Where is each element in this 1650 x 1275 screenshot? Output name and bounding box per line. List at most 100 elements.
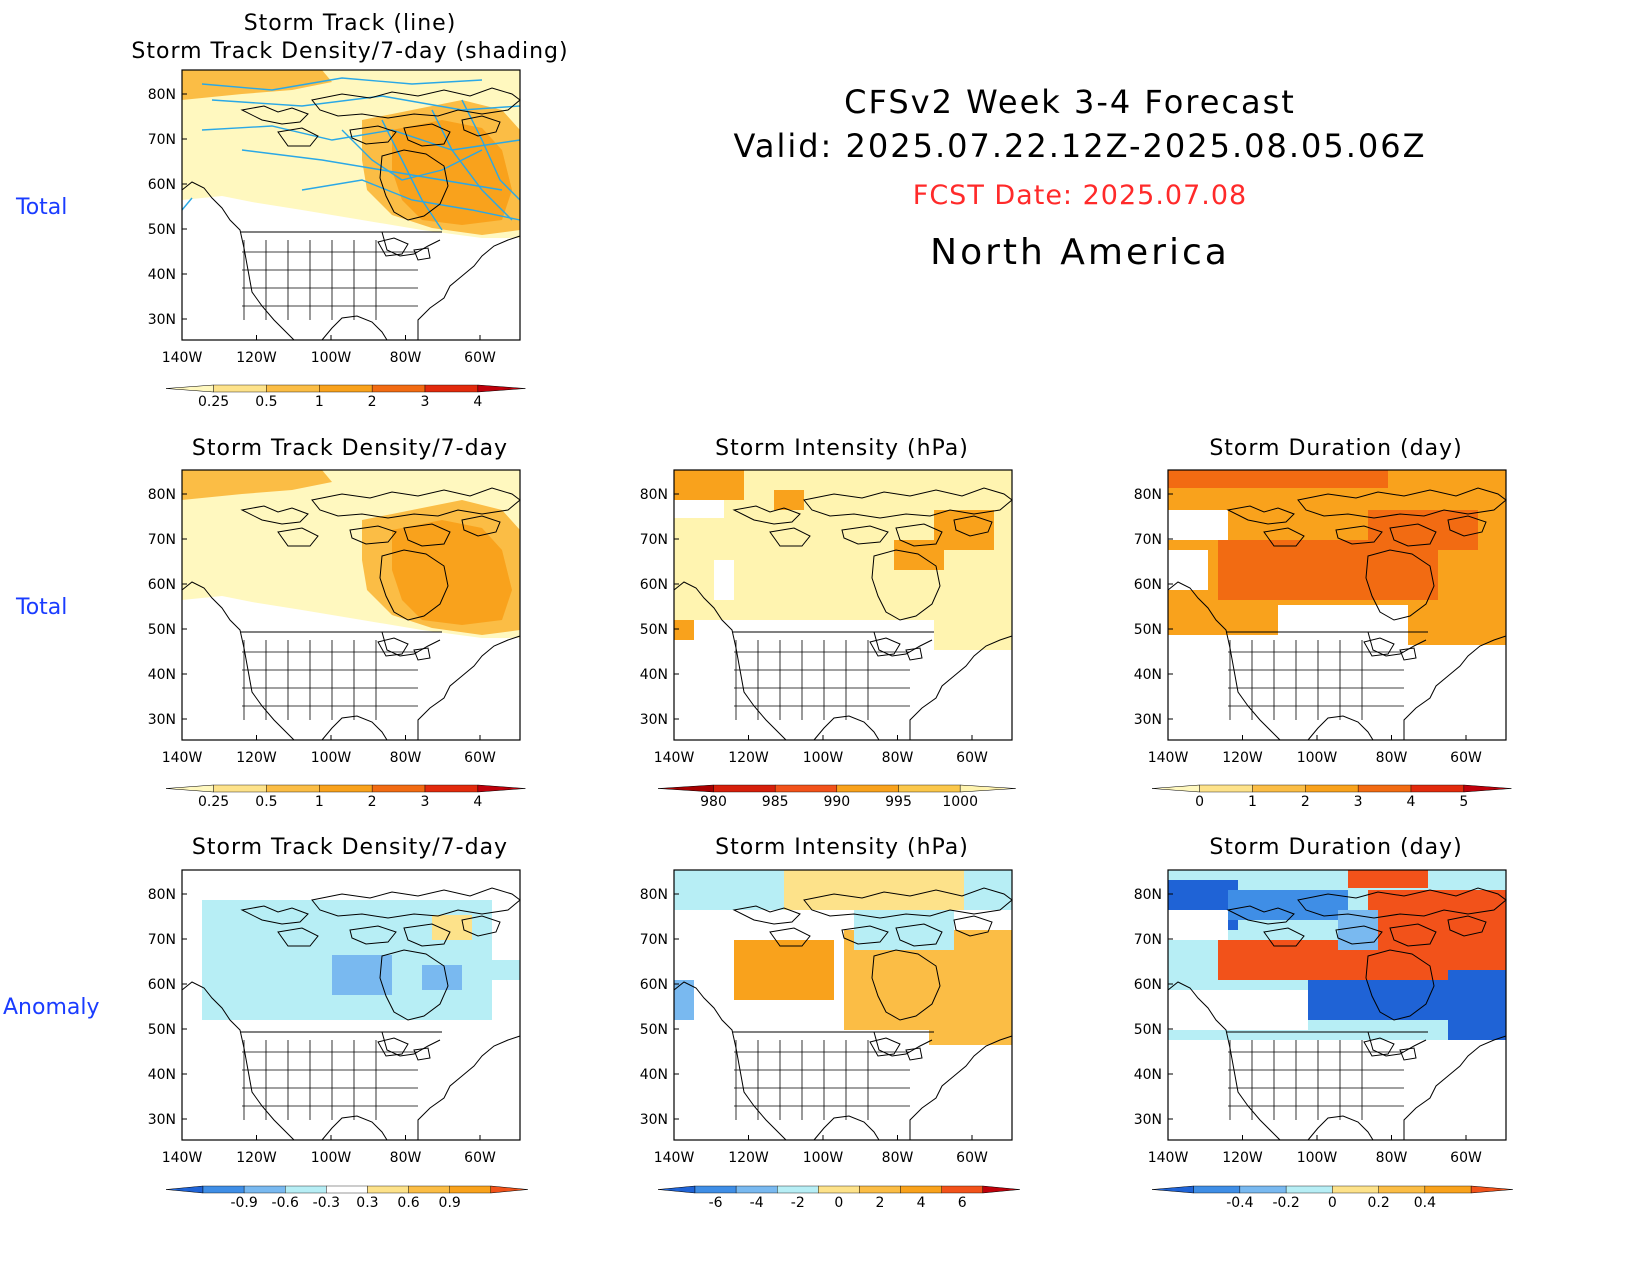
colorbar-label: 1 — [315, 394, 324, 410]
arctic-island — [277, 127, 319, 147]
hudson-bay — [871, 949, 941, 1021]
colorbar-label: 2 — [1301, 794, 1310, 810]
shade-region — [182, 470, 332, 500]
colorbar-label: -0.4 — [1226, 1195, 1253, 1211]
lat-tick-label: 40N — [1134, 1067, 1162, 1083]
arctic-island — [841, 525, 889, 545]
map-panel-density_anom: 140W 120W 100W 80W 60W 80N 70N 60N 50N 40N 30N — [148, 869, 521, 1166]
shade-cell — [332, 955, 392, 995]
lon-tick-label: 120W — [728, 1150, 769, 1166]
colorbar-label: 4 — [473, 794, 482, 810]
arctic-island — [1297, 487, 1507, 519]
colorbar-swatch — [266, 384, 320, 393]
colorbar-intensity_total: 980 985 990 995 1000 — [657, 784, 1016, 810]
colorbar-swatch — [900, 1185, 942, 1194]
shade-cell — [674, 470, 744, 500]
colorbar-swatch — [1378, 1185, 1426, 1194]
lat-tick-label: 40N — [1134, 667, 1162, 683]
colorbar-label: -0.6 — [272, 1195, 299, 1211]
colorbar-label: 6 — [958, 1195, 967, 1211]
great-lakes — [377, 237, 431, 261]
arctic-island — [311, 487, 521, 519]
hudson-bay — [871, 549, 941, 621]
colorbar-swatch — [243, 1185, 286, 1194]
storm-track-line — [201, 125, 521, 151]
colorbar-swatch — [424, 784, 479, 793]
border — [732, 1031, 934, 1057]
colorbar-label: 1 — [1248, 794, 1257, 810]
lat-tick-label: 30N — [1134, 712, 1162, 728]
lon-tick-label: 80W — [390, 350, 422, 366]
panel-title-duration-total: Storm Duration (day) — [1209, 436, 1463, 461]
lat-tick-label: 30N — [148, 712, 176, 728]
arctic-island — [461, 515, 501, 537]
lat-tick-label: 70N — [1134, 932, 1162, 948]
map-panel-duration_anom: 140W 120W 100W 80W 60W 80N 70N 60N 50N 40N 30N — [1134, 869, 1507, 1166]
region-title: North America — [930, 232, 1230, 273]
colorbar-label: 0.6 — [397, 1195, 419, 1211]
shade-cell — [1218, 940, 1408, 980]
arctic-island — [403, 523, 451, 547]
colorbar-swatch — [371, 384, 426, 393]
lat-tick-label: 70N — [148, 932, 176, 948]
colorbar-swatch — [367, 1185, 409, 1194]
border — [240, 631, 442, 657]
colorbar-label: 2 — [368, 794, 377, 810]
colorbar-label: 0 — [1195, 794, 1204, 810]
map-frame — [673, 869, 1013, 1141]
colorbar-swatch — [1410, 784, 1465, 793]
shade-cell — [1168, 910, 1228, 940]
lon-tick-label: 100W — [311, 1150, 352, 1166]
forecast-date: FCST Date: 2025.07.08 — [912, 180, 1248, 211]
lat-tick-label: 40N — [148, 1067, 176, 1083]
lon-tick-label: 100W — [311, 350, 352, 366]
map-frame — [1167, 469, 1507, 741]
storm-track-line — [201, 77, 483, 91]
colorbar-label: 4 — [1407, 794, 1416, 810]
great-lakes — [1363, 1037, 1417, 1061]
shade-cell — [1408, 635, 1506, 645]
lat-tick-label: 80N — [148, 887, 176, 903]
storm-track-line — [381, 119, 443, 231]
lat-tick-label: 30N — [148, 312, 176, 328]
lat-tick-label: 70N — [1134, 532, 1162, 548]
arctic-island — [953, 515, 993, 537]
panel-title-density-anom: Storm Track Density/7-day — [191, 835, 509, 860]
lon-tick-label: 140W — [162, 750, 203, 766]
lon-tick-label: 120W — [236, 1150, 277, 1166]
map-panel-intensity_total: 140W 120W 100W 80W 60W 80N 70N 60N 50N 40N 30N — [640, 469, 1013, 766]
arctic-island — [732, 505, 801, 525]
colorbar-density_anom: -0.9 -0.6 -0.3 0.3 0.6 0.9 — [165, 1185, 528, 1211]
arctic-island — [769, 927, 811, 947]
lat-tick-label: 40N — [148, 267, 176, 283]
colorbar-duration_anom: -0.4 -0.2 0 0.2 0.4 — [1151, 1185, 1513, 1211]
colorbar-label: 2 — [368, 394, 377, 410]
lat-tick-label: 80N — [640, 887, 668, 903]
lon-tick-label: 140W — [654, 750, 695, 766]
map-panel-intensity_anom: 140W 120W 100W 80W 60W 80N 70N 60N 50N 40N 30N — [640, 869, 1013, 1166]
lat-tick-label: 60N — [148, 577, 176, 593]
lat-tick-label: 60N — [1134, 977, 1162, 993]
lat-tick-label: 50N — [148, 1022, 176, 1038]
border — [732, 631, 934, 657]
great-lakes — [869, 1037, 923, 1061]
colorbar-swatch — [319, 784, 373, 793]
lon-tick-label: 60W — [1450, 1150, 1482, 1166]
arctic-island — [1263, 527, 1305, 547]
shade-cell — [1348, 870, 1428, 888]
lon-tick-label: 80W — [882, 750, 914, 766]
lat-tick-label: 50N — [148, 222, 176, 238]
colorbar-label: 2 — [876, 1195, 885, 1211]
storm-track-line — [211, 95, 521, 111]
colorbar-label: 990 — [823, 794, 850, 810]
lat-tick-label: 70N — [640, 532, 668, 548]
colorbar-swatch — [1332, 1185, 1379, 1194]
colorbar-label: 3 — [1354, 794, 1363, 810]
map-frame — [181, 69, 521, 341]
coastline — [1167, 981, 1507, 1141]
shade-cell — [674, 500, 724, 518]
lon-tick-label: 140W — [162, 1150, 203, 1166]
shade-cell — [934, 620, 1012, 650]
lat-tick-label: 60N — [1134, 577, 1162, 593]
